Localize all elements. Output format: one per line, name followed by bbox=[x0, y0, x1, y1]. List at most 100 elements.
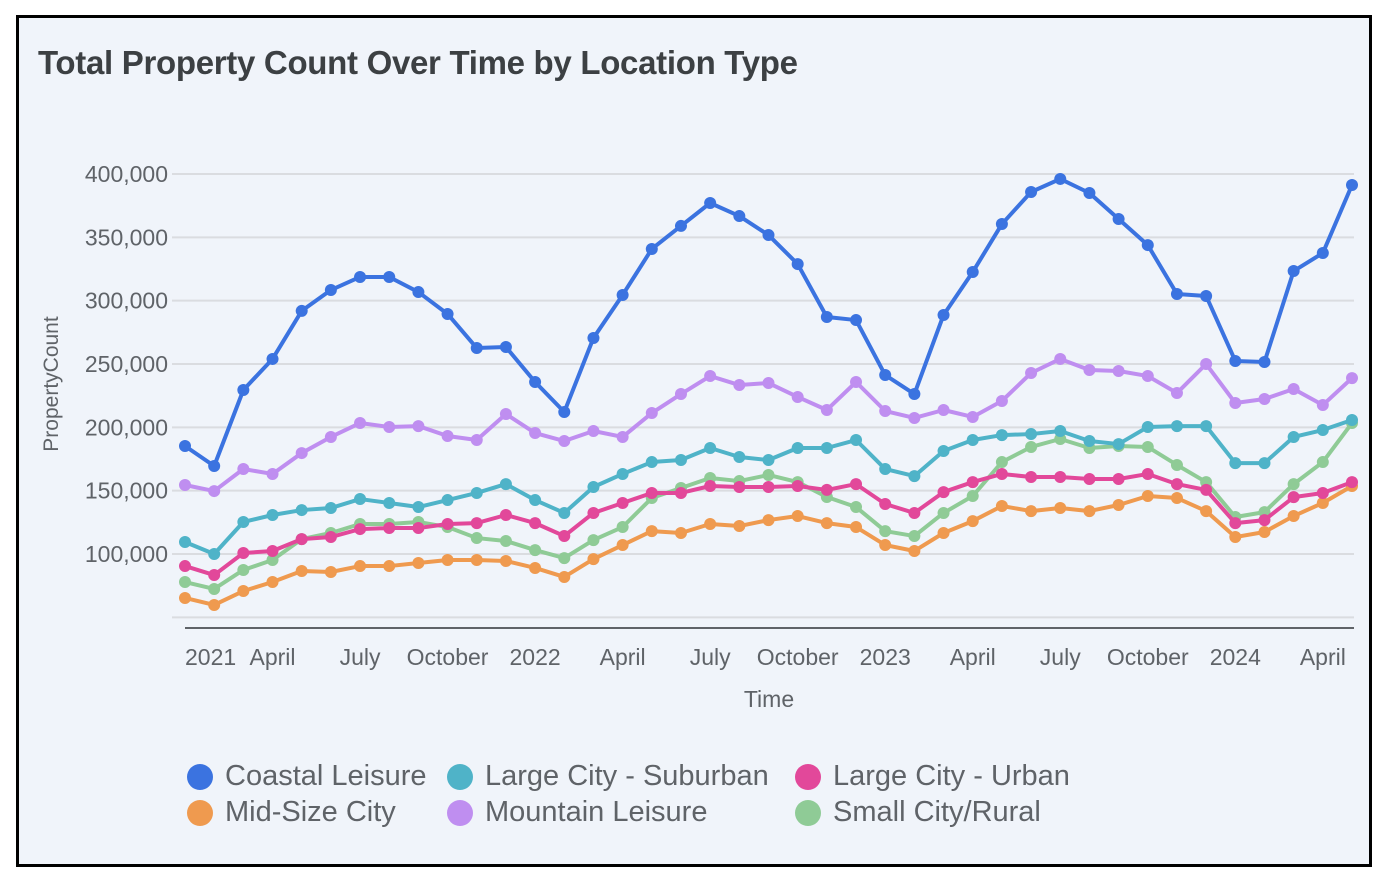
data-point-large-city-urban[interactable] bbox=[850, 478, 863, 491]
data-point-small-city-rural[interactable] bbox=[879, 525, 892, 538]
data-point-coastal-leisure[interactable] bbox=[587, 332, 600, 345]
data-point-mountain-leisure[interactable] bbox=[412, 420, 425, 433]
data-point-large-city-suburban[interactable] bbox=[850, 434, 863, 447]
data-point-mountain-leisure[interactable] bbox=[1287, 382, 1300, 395]
data-point-mountain-leisure[interactable] bbox=[558, 435, 571, 448]
data-point-large-city-urban[interactable] bbox=[558, 530, 571, 543]
data-point-large-city-suburban[interactable] bbox=[354, 493, 367, 506]
data-point-large-city-suburban[interactable] bbox=[1200, 420, 1213, 433]
data-point-mid-size-city[interactable] bbox=[733, 520, 746, 533]
data-point-large-city-suburban[interactable] bbox=[1316, 424, 1329, 437]
data-point-mountain-leisure[interactable] bbox=[733, 379, 746, 392]
data-point-coastal-leisure[interactable] bbox=[1258, 355, 1271, 368]
data-point-large-city-suburban[interactable] bbox=[1346, 414, 1358, 427]
data-point-mountain-leisure[interactable] bbox=[762, 377, 775, 390]
data-point-large-city-suburban[interactable] bbox=[908, 470, 921, 483]
data-point-coastal-leisure[interactable] bbox=[1170, 287, 1183, 300]
data-point-mountain-leisure[interactable] bbox=[587, 425, 600, 438]
data-point-mid-size-city[interactable] bbox=[674, 526, 687, 539]
data-point-large-city-suburban[interactable] bbox=[616, 467, 629, 480]
data-point-coastal-leisure[interactable] bbox=[937, 308, 950, 321]
data-point-coastal-leisure[interactable] bbox=[1025, 185, 1038, 198]
data-point-coastal-leisure[interactable] bbox=[295, 304, 308, 317]
data-point-coastal-leisure[interactable] bbox=[850, 314, 863, 327]
data-point-mountain-leisure[interactable] bbox=[995, 395, 1008, 407]
data-point-large-city-urban[interactable] bbox=[704, 479, 717, 492]
data-point-mountain-leisure[interactable] bbox=[674, 388, 687, 401]
legend-item-mountain-leisure[interactable]: Mountain Leisure bbox=[447, 796, 707, 829]
data-point-mid-size-city[interactable] bbox=[1200, 505, 1213, 518]
data-point-mid-size-city[interactable] bbox=[995, 500, 1008, 513]
data-point-large-city-urban[interactable] bbox=[587, 506, 600, 519]
data-point-mid-size-city[interactable] bbox=[704, 518, 717, 531]
data-point-small-city-rural[interactable] bbox=[850, 501, 863, 514]
data-point-small-city-rural[interactable] bbox=[587, 534, 600, 547]
data-point-coastal-leisure[interactable] bbox=[354, 270, 367, 283]
data-point-mid-size-city[interactable] bbox=[762, 514, 775, 527]
data-point-large-city-urban[interactable] bbox=[1083, 473, 1096, 486]
data-point-large-city-suburban[interactable] bbox=[1112, 438, 1125, 451]
data-point-mountain-leisure[interactable] bbox=[1200, 358, 1213, 371]
data-point-large-city-urban[interactable] bbox=[1287, 491, 1300, 504]
data-point-large-city-urban[interactable] bbox=[412, 522, 425, 535]
data-point-mid-size-city[interactable] bbox=[558, 570, 571, 583]
data-point-large-city-suburban[interactable] bbox=[645, 456, 658, 469]
data-point-large-city-urban[interactable] bbox=[645, 486, 658, 499]
data-point-mountain-leisure[interactable] bbox=[1025, 367, 1038, 380]
data-point-large-city-urban[interactable] bbox=[1112, 473, 1125, 486]
data-point-large-city-suburban[interactable] bbox=[733, 450, 746, 463]
data-point-large-city-urban[interactable] bbox=[791, 479, 804, 492]
data-point-coastal-leisure[interactable] bbox=[412, 286, 425, 299]
data-point-mid-size-city[interactable] bbox=[587, 553, 600, 566]
data-point-large-city-suburban[interactable] bbox=[879, 463, 892, 476]
data-point-large-city-urban[interactable] bbox=[733, 481, 746, 494]
data-point-large-city-suburban[interactable] bbox=[1141, 420, 1154, 433]
data-point-mountain-leisure[interactable] bbox=[295, 447, 308, 460]
data-point-small-city-rural[interactable] bbox=[1287, 478, 1300, 491]
data-point-mid-size-city[interactable] bbox=[791, 510, 804, 523]
data-point-large-city-urban[interactable] bbox=[529, 517, 542, 530]
data-point-mountain-leisure[interactable] bbox=[1170, 387, 1183, 400]
data-point-large-city-urban[interactable] bbox=[295, 533, 308, 546]
data-point-small-city-rural[interactable] bbox=[1141, 440, 1154, 453]
data-point-mid-size-city[interactable] bbox=[470, 553, 483, 566]
data-point-mountain-leisure[interactable] bbox=[179, 478, 191, 491]
data-point-large-city-suburban[interactable] bbox=[762, 454, 775, 467]
data-point-small-city-rural[interactable] bbox=[237, 563, 250, 576]
data-point-mountain-leisure[interactable] bbox=[704, 370, 717, 383]
data-point-mid-size-city[interactable] bbox=[1141, 490, 1154, 503]
legend-item-small-city-rural[interactable]: Small City/Rural bbox=[795, 796, 1041, 829]
data-point-large-city-suburban[interactable] bbox=[587, 481, 600, 494]
data-point-coastal-leisure[interactable] bbox=[820, 311, 833, 324]
data-point-large-city-suburban[interactable] bbox=[470, 486, 483, 499]
data-point-small-city-rural[interactable] bbox=[266, 553, 279, 566]
data-point-mid-size-city[interactable] bbox=[237, 585, 250, 598]
data-point-coastal-leisure[interactable] bbox=[383, 270, 396, 283]
data-point-small-city-rural[interactable] bbox=[616, 521, 629, 534]
data-point-large-city-suburban[interactable] bbox=[704, 441, 717, 454]
data-point-large-city-suburban[interactable] bbox=[324, 502, 337, 515]
data-point-mid-size-city[interactable] bbox=[1258, 525, 1271, 538]
data-point-mountain-leisure[interactable] bbox=[616, 430, 629, 443]
data-point-large-city-suburban[interactable] bbox=[266, 509, 279, 522]
data-point-mountain-leisure[interactable] bbox=[499, 408, 512, 421]
data-point-coastal-leisure[interactable] bbox=[266, 352, 279, 365]
data-point-small-city-rural[interactable] bbox=[1316, 456, 1329, 469]
data-point-large-city-urban[interactable] bbox=[1200, 483, 1213, 496]
data-point-large-city-suburban[interactable] bbox=[295, 504, 308, 517]
data-point-mid-size-city[interactable] bbox=[820, 517, 833, 530]
data-point-mid-size-city[interactable] bbox=[908, 544, 921, 557]
data-point-small-city-rural[interactable] bbox=[179, 576, 191, 589]
data-point-large-city-urban[interactable] bbox=[441, 518, 454, 531]
data-point-mountain-leisure[interactable] bbox=[529, 427, 542, 440]
data-point-mid-size-city[interactable] bbox=[324, 566, 337, 579]
data-point-small-city-rural[interactable] bbox=[208, 582, 221, 595]
data-point-large-city-suburban[interactable] bbox=[1229, 457, 1242, 470]
data-point-coastal-leisure[interactable] bbox=[1316, 247, 1329, 260]
data-point-mid-size-city[interactable] bbox=[266, 576, 279, 589]
data-point-coastal-leisure[interactable] bbox=[179, 439, 191, 452]
data-point-mountain-leisure[interactable] bbox=[879, 405, 892, 418]
data-point-mountain-leisure[interactable] bbox=[850, 375, 863, 388]
data-point-coastal-leisure[interactable] bbox=[499, 341, 512, 354]
data-point-mid-size-city[interactable] bbox=[179, 591, 191, 604]
